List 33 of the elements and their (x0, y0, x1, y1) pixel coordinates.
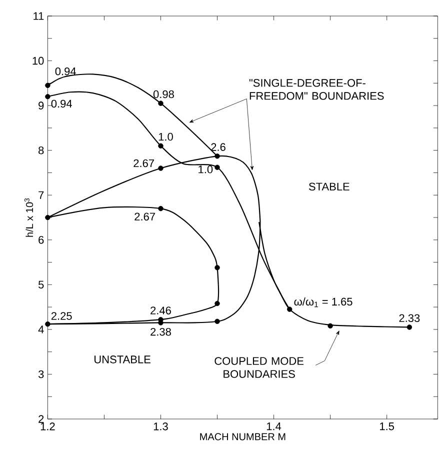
x-tick-label: 1.3 (154, 422, 168, 430)
annotation: 1.0 (198, 165, 213, 174)
x-tick-label: 1.4 (266, 422, 282, 430)
annotation: 2.67 (134, 212, 155, 221)
y-tick-label: 10 (32, 56, 44, 65)
y-tick-label: 11 (34, 12, 44, 20)
y-tick-label: 9 (38, 102, 44, 110)
y-tick-label: 3 (38, 370, 44, 378)
y-tick-label: 2 (38, 415, 44, 423)
y-tick-label: 8 (38, 146, 44, 154)
y-tick-label: 7 (38, 191, 44, 199)
x-tick-label: 1.5 (380, 422, 394, 430)
y-tick-label: 6 (38, 236, 44, 244)
annotation: 2.46 (150, 306, 171, 314)
annotation: STABLE (308, 182, 350, 191)
x-tick-label: 1.2 (40, 422, 55, 430)
annotation: 2.25 (51, 312, 72, 320)
annotation: UNSTABLE (94, 356, 150, 364)
y-tick-label: 5 (38, 280, 44, 289)
annotation: COUPLED MODE BOUNDARIES (214, 357, 304, 378)
annotation: 2.67 (134, 159, 154, 168)
x-axis-title: MACH NUMBER M (200, 433, 286, 440)
y-axis-title: h/L x 10$^{3}$ (24, 198, 34, 237)
annotation: 2.33 (399, 314, 420, 322)
annotation: "SINGLE-DEGREE-OF-FREEDOM" BOUNDARIES (249, 79, 384, 100)
annotation: 2.38 (150, 328, 171, 336)
annotation: ω/ω$_{1}$ = 1.65 (294, 297, 352, 308)
annotation: 0.94 (55, 67, 76, 76)
annotation: 0.98 (153, 90, 174, 98)
annotation: 2.6 (211, 143, 226, 151)
annotation: 1.0 (158, 132, 173, 141)
y-tick-label: 4 (38, 326, 44, 334)
annotation: 0.94 (51, 100, 72, 108)
